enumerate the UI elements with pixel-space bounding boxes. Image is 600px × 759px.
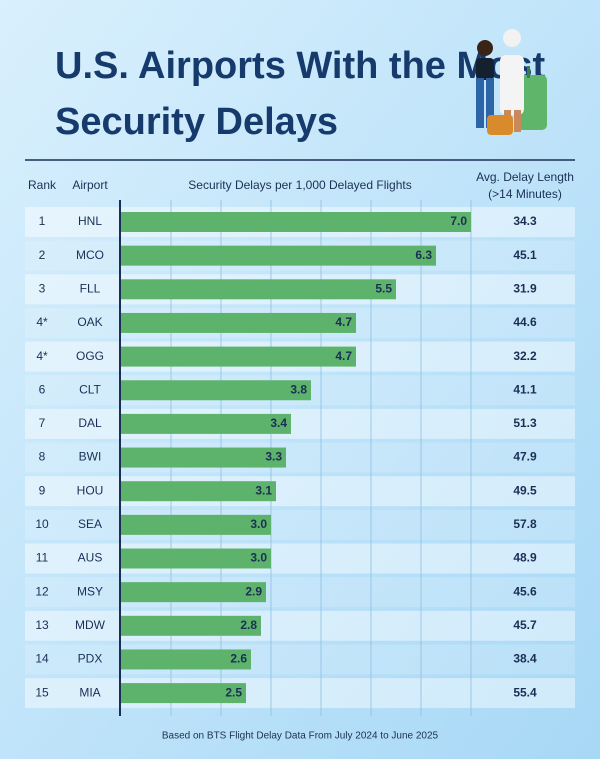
row-band bbox=[25, 442, 575, 473]
avg-delay: 48.9 bbox=[513, 551, 537, 565]
value-label: 5.5 bbox=[375, 281, 392, 295]
avg-delay: 55.4 bbox=[513, 685, 537, 699]
rank: 14 bbox=[35, 652, 49, 666]
bar bbox=[121, 212, 471, 232]
airport: BWI bbox=[79, 450, 102, 464]
row-band bbox=[25, 408, 575, 439]
bar bbox=[121, 245, 436, 266]
bar bbox=[121, 615, 261, 636]
bar bbox=[121, 447, 286, 468]
rank: 6 bbox=[39, 382, 46, 396]
avg-delay: 32.2 bbox=[513, 349, 537, 363]
value-label: 2.5 bbox=[225, 685, 242, 699]
header-airport: Airport bbox=[72, 178, 108, 192]
value-label: 3.8 bbox=[290, 382, 307, 396]
row-band bbox=[25, 644, 575, 675]
rank: 3 bbox=[39, 281, 46, 295]
avg-delay: 41.1 bbox=[513, 382, 537, 396]
value-label: 3.0 bbox=[250, 517, 267, 531]
rank: 8 bbox=[39, 450, 46, 464]
value-label: 2.9 bbox=[245, 584, 262, 598]
value-label: 7.0 bbox=[450, 214, 467, 228]
rank: 4* bbox=[36, 349, 48, 363]
rank: 10 bbox=[35, 517, 49, 531]
airport: DAL bbox=[78, 416, 102, 430]
value-label: 3.3 bbox=[265, 450, 282, 464]
avg-delay: 57.8 bbox=[513, 517, 537, 531]
bar bbox=[121, 514, 271, 535]
airport: SEA bbox=[78, 517, 102, 531]
airport: PDX bbox=[78, 652, 103, 666]
bar bbox=[121, 346, 356, 367]
rank: 7 bbox=[39, 416, 46, 430]
airport: MSY bbox=[77, 584, 103, 598]
airport: OGG bbox=[76, 349, 104, 363]
header-avg-delay: Avg. Delay Length bbox=[476, 170, 574, 184]
bar bbox=[121, 279, 396, 300]
bar bbox=[121, 413, 291, 434]
avg-delay: 47.9 bbox=[513, 450, 537, 464]
avg-delay: 45.1 bbox=[513, 248, 537, 262]
row-band bbox=[25, 678, 575, 709]
avg-delay: 31.9 bbox=[513, 281, 537, 295]
row-band bbox=[25, 476, 575, 507]
avg-delay: 44.6 bbox=[513, 315, 537, 329]
value-label: 6.3 bbox=[415, 248, 432, 262]
rank: 1 bbox=[39, 214, 46, 228]
illustration bbox=[476, 29, 547, 135]
rank: 4* bbox=[36, 315, 48, 329]
value-label: 3.0 bbox=[250, 551, 267, 565]
avg-delay: 51.3 bbox=[513, 416, 537, 430]
bar bbox=[121, 380, 311, 401]
row-band bbox=[25, 577, 575, 608]
value-label: 3.4 bbox=[270, 416, 287, 430]
airport: MDW bbox=[75, 618, 106, 632]
bar bbox=[121, 649, 251, 670]
bar bbox=[121, 481, 276, 502]
value-label: 2.8 bbox=[240, 618, 257, 632]
row-band bbox=[25, 509, 575, 540]
rank: 15 bbox=[35, 685, 49, 699]
airport: HOU bbox=[77, 483, 104, 497]
airport: CLT bbox=[79, 382, 101, 396]
bar bbox=[121, 312, 356, 333]
value-label: 2.6 bbox=[230, 652, 247, 666]
chart-title: U.S. Airports With the Most bbox=[55, 45, 545, 87]
value-label: 4.7 bbox=[335, 349, 352, 363]
rank: 12 bbox=[35, 584, 49, 598]
value-label: 3.1 bbox=[255, 483, 272, 497]
airport: FLL bbox=[80, 281, 101, 295]
row-band bbox=[25, 543, 575, 574]
footnote: Based on BTS Flight Delay Data From July… bbox=[162, 731, 439, 742]
avg-delay: 49.5 bbox=[513, 483, 537, 497]
airport: MIA bbox=[79, 685, 100, 699]
value-label: 4.7 bbox=[335, 315, 352, 329]
avg-delay: 34.3 bbox=[513, 214, 537, 228]
header-rank: Rank bbox=[28, 178, 57, 192]
rank: 9 bbox=[39, 483, 46, 497]
avg-delay: 38.4 bbox=[513, 652, 537, 666]
avg-delay: 45.7 bbox=[513, 618, 537, 632]
chart-title: Security Delays bbox=[55, 101, 338, 143]
bar bbox=[121, 683, 246, 704]
bar bbox=[121, 548, 271, 569]
airport: OAK bbox=[77, 315, 102, 329]
header-avg-delay: (>14 Minutes) bbox=[488, 187, 562, 201]
row-band bbox=[25, 610, 575, 641]
airport: HNL bbox=[78, 214, 102, 228]
airport: AUS bbox=[78, 551, 103, 565]
header-value: Security Delays per 1,000 Delayed Flight… bbox=[188, 178, 411, 192]
rank: 13 bbox=[35, 618, 49, 632]
airport: MCO bbox=[76, 248, 104, 262]
avg-delay: 45.6 bbox=[513, 584, 537, 598]
rank: 2 bbox=[39, 248, 46, 262]
rank: 11 bbox=[36, 551, 49, 565]
bar bbox=[121, 582, 266, 603]
